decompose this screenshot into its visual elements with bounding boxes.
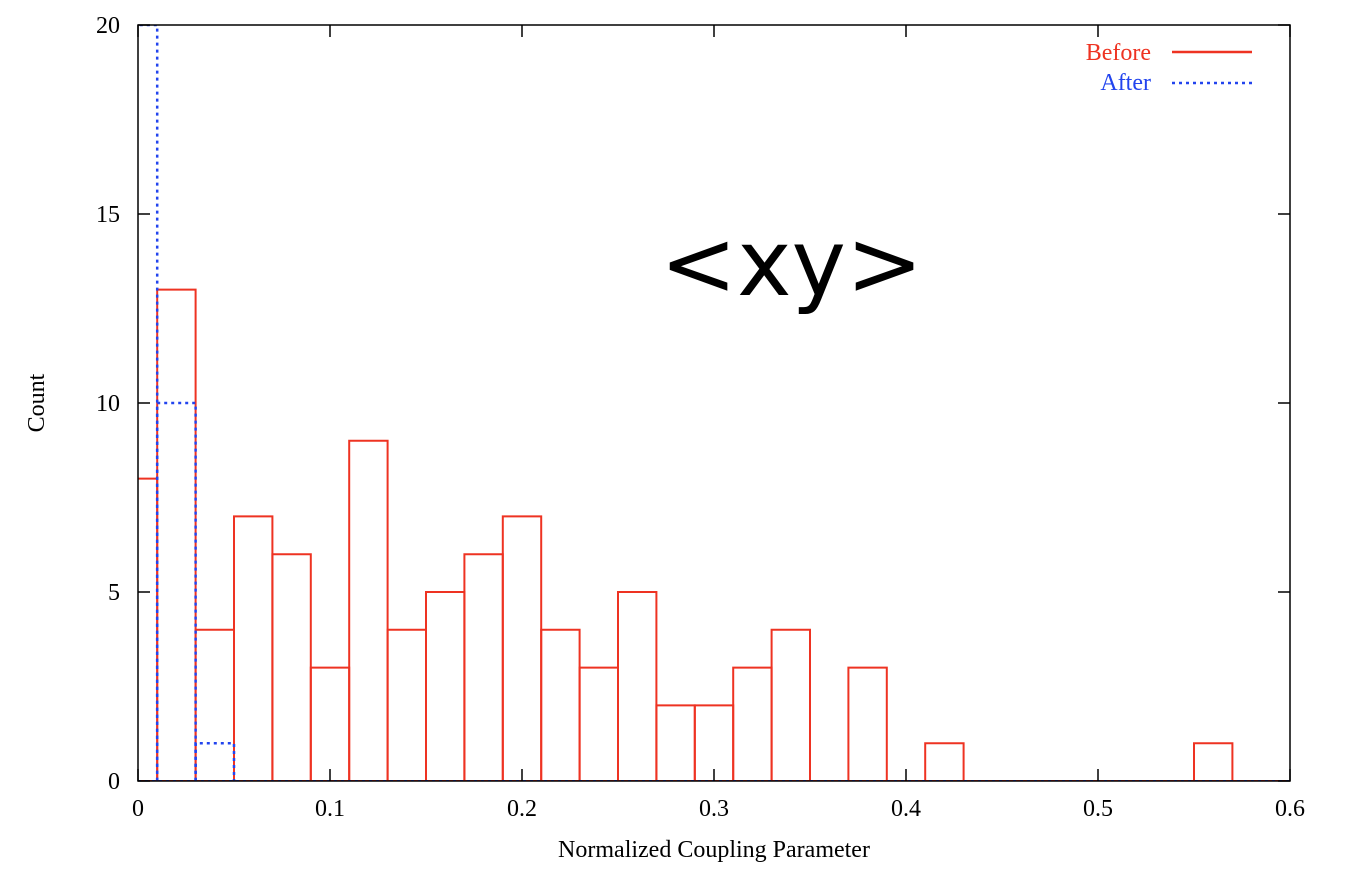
y-tick-label-0: 0 — [108, 769, 120, 795]
bar-before-4 — [271, 553, 312, 781]
bar-before-17 — [770, 628, 811, 781]
x-tick-label-3: 0.3 — [699, 796, 729, 822]
bar-after-1 — [155, 401, 197, 781]
bar-before-11 — [540, 628, 581, 781]
y-axis-title: Count — [24, 373, 50, 432]
bar-before-19 — [847, 666, 888, 781]
series-before — [138, 288, 1290, 781]
y-tick-label-2: 10 — [96, 391, 120, 417]
x-tick-label-4: 0.4 — [891, 796, 921, 822]
legend-label-before: Before — [1086, 40, 1151, 66]
bar-before-12 — [578, 666, 619, 781]
y-tick-label-3: 15 — [96, 202, 120, 228]
bar-before-1 — [156, 288, 197, 781]
series-after — [138, 25, 1290, 781]
axes-layer: 0 0.1 0.2 0.3 0.4 0.5 0.6 0 5 10 15 20 — [96, 13, 1305, 822]
legend-label-after: After — [1100, 70, 1151, 96]
bar-before-14 — [655, 704, 696, 781]
bar-after-2 — [194, 741, 236, 781]
legend: Before After — [1086, 40, 1252, 96]
bar-before-16 — [732, 666, 773, 781]
x-tick-label-5: 0.5 — [1083, 796, 1113, 822]
bar-before-9 — [463, 553, 504, 781]
y-tick-label-4: 20 — [96, 13, 120, 39]
chart-annotation: <xy> — [660, 210, 923, 317]
bar-before-21 — [924, 742, 965, 781]
bar-before-7 — [386, 628, 427, 781]
x-tick-label-2: 0.2 — [507, 796, 537, 822]
x-tick-label-0: 0 — [132, 796, 144, 822]
bar-before-5 — [309, 666, 351, 781]
bars-layer — [138, 25, 1290, 781]
bar-before-10 — [501, 515, 543, 781]
bar-before-2 — [194, 628, 235, 781]
bar-before-28 — [1193, 742, 1234, 781]
x-tick-label-1: 0.1 — [315, 796, 345, 822]
y-tick-label-1: 5 — [108, 580, 120, 606]
x-tick-label-6: 0.6 — [1275, 796, 1305, 822]
bar-before-13 — [617, 591, 658, 781]
bar-before-6 — [348, 439, 389, 781]
x-axis-title: Normalized Coupling Parameter — [558, 837, 870, 863]
bar-before-8 — [425, 591, 466, 781]
bar-before-3 — [233, 515, 274, 781]
